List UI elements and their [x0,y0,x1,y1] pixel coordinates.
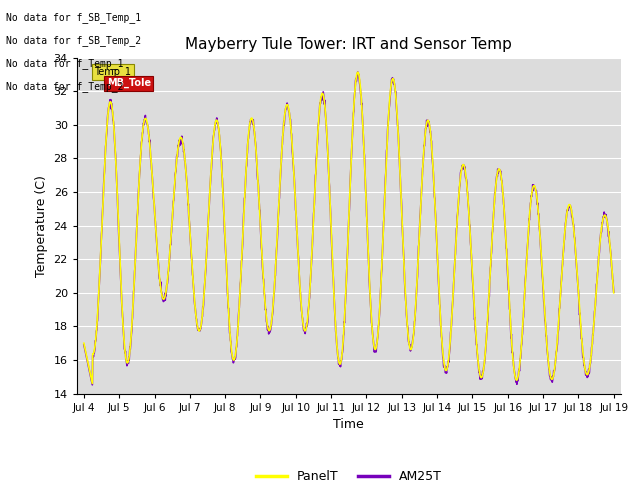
Title: Mayberry Tule Tower: IRT and Sensor Temp: Mayberry Tule Tower: IRT and Sensor Temp [186,37,512,52]
Text: No data for f_SB_Temp_2: No data for f_SB_Temp_2 [6,35,141,46]
Text: No data for f_Temp_1: No data for f_Temp_1 [6,58,124,69]
Text: MB_Tole: MB_Tole [107,78,151,88]
X-axis label: Time: Time [333,418,364,431]
Legend: PanelT, AM25T: PanelT, AM25T [251,465,447,480]
Y-axis label: Temperature (C): Temperature (C) [35,175,48,276]
Text: No data for f_Temp_2: No data for f_Temp_2 [6,81,124,92]
Text: Temp_1: Temp_1 [95,66,131,77]
Text: No data for f_SB_Temp_1: No data for f_SB_Temp_1 [6,12,141,23]
